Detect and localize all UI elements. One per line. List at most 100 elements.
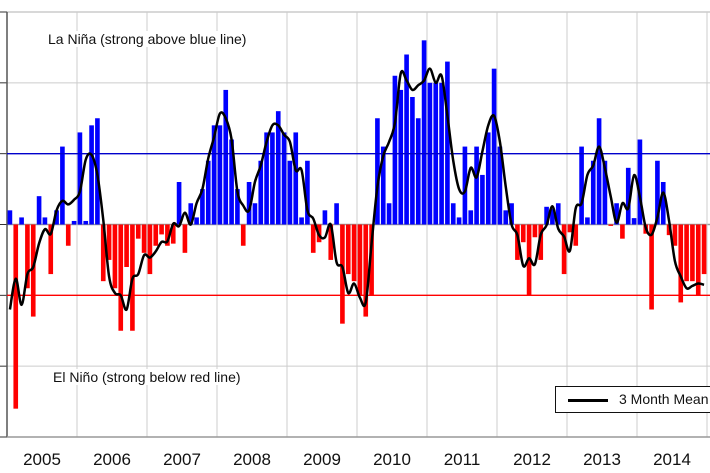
soi-bar (124, 224, 129, 267)
soi-bar (200, 189, 205, 225)
soi-bar (211, 125, 217, 225)
soi-bar (474, 146, 479, 225)
year-label: 2012 (513, 450, 551, 469)
soi-bar (54, 210, 59, 225)
soi-bar (520, 224, 526, 243)
soi-bar (182, 224, 188, 253)
soi-bar (141, 224, 147, 253)
soi-bar (89, 125, 94, 225)
soi-bar (270, 132, 275, 225)
soi-bar (293, 132, 299, 225)
soi-bar (415, 118, 421, 225)
soi-bar (19, 217, 24, 225)
soi-bar (118, 224, 124, 331)
soi-bar (684, 224, 689, 282)
soi-bar (363, 224, 369, 317)
soi-bar (328, 224, 334, 260)
soi-bar (666, 224, 672, 236)
soi-bar (672, 224, 678, 246)
soi-bar (392, 75, 398, 225)
soi-bar (579, 146, 584, 225)
soi-bar (13, 224, 19, 409)
soi-bar (590, 160, 596, 225)
soi-bar (450, 203, 456, 225)
soi-bar (48, 224, 54, 275)
soi-bar (112, 224, 118, 289)
soi-bar (340, 224, 345, 324)
soi-bar (660, 182, 666, 225)
soi-bar (445, 61, 450, 225)
soi-bar (42, 217, 48, 225)
soi-bar (526, 224, 532, 296)
soi-bar (509, 203, 514, 225)
soi-bar (345, 224, 351, 275)
soi-bar (602, 160, 608, 225)
soi-bar (246, 182, 252, 225)
year-label: 2008 (233, 450, 271, 469)
soi-bar (456, 217, 462, 225)
soi-bar (83, 220, 89, 225)
legend-label: 3 Month Mean (619, 391, 709, 407)
soi-bar (194, 217, 199, 225)
year-label: 2007 (163, 450, 201, 469)
soi-bar (281, 132, 287, 225)
soi-bar (468, 210, 474, 225)
soi-bar (375, 118, 380, 225)
soi-bar (252, 203, 258, 225)
soi-bar (334, 203, 339, 225)
soi-bar (695, 224, 701, 296)
soi-bar (567, 224, 573, 233)
soi-bar (386, 203, 392, 225)
soi-bar (690, 224, 695, 282)
soi-bar (100, 224, 106, 282)
legend: 3 Month Mean (555, 386, 710, 413)
soi-bar (60, 146, 65, 225)
soi-bar (258, 160, 264, 225)
soi-bar (305, 160, 310, 225)
soi-bar (310, 224, 316, 253)
soi-bar (299, 217, 304, 225)
soi-bar (608, 224, 614, 226)
soi-bar (421, 40, 427, 225)
soi-bar (240, 224, 246, 246)
year-label: 2005 (23, 450, 61, 469)
soi-bar (649, 224, 654, 310)
soi-bar (287, 160, 293, 225)
soi-bar (497, 146, 503, 225)
soi-bar (235, 189, 240, 225)
three-month-mean-line (8, 67, 705, 312)
soi-bar (205, 160, 211, 225)
soi-bar (701, 224, 707, 275)
soi-bar (596, 118, 602, 225)
soi-bar (77, 132, 83, 225)
soi-bar (65, 224, 71, 246)
soi-bar (538, 224, 544, 260)
soi-bar (351, 224, 357, 282)
soi-bar (398, 89, 404, 225)
soi-bar (322, 210, 328, 225)
soi-bar (462, 146, 468, 225)
soi-bar (532, 224, 538, 238)
soi-bar (678, 224, 684, 303)
el-nino-annotation: El Niño (strong below red line) (51, 369, 243, 385)
soi-bar (30, 224, 36, 317)
soi-bar (188, 203, 194, 225)
soi-bar (106, 224, 112, 260)
soi-bar (170, 224, 176, 244)
soi-bar (176, 182, 182, 225)
soi-bar (404, 54, 409, 225)
soi-bar (217, 125, 223, 225)
soi-bar (544, 206, 549, 225)
year-label: 2009 (303, 450, 341, 469)
soi-bar (380, 146, 386, 225)
soi-bar (631, 218, 637, 225)
soi-bar (555, 203, 561, 225)
soi-bar (655, 160, 660, 225)
year-label: 2010 (373, 450, 411, 469)
soi-bar (229, 139, 234, 225)
soi-bar (637, 139, 643, 225)
soi-bar (620, 224, 625, 239)
soi-bar (223, 89, 229, 225)
soi-bar (625, 167, 631, 225)
